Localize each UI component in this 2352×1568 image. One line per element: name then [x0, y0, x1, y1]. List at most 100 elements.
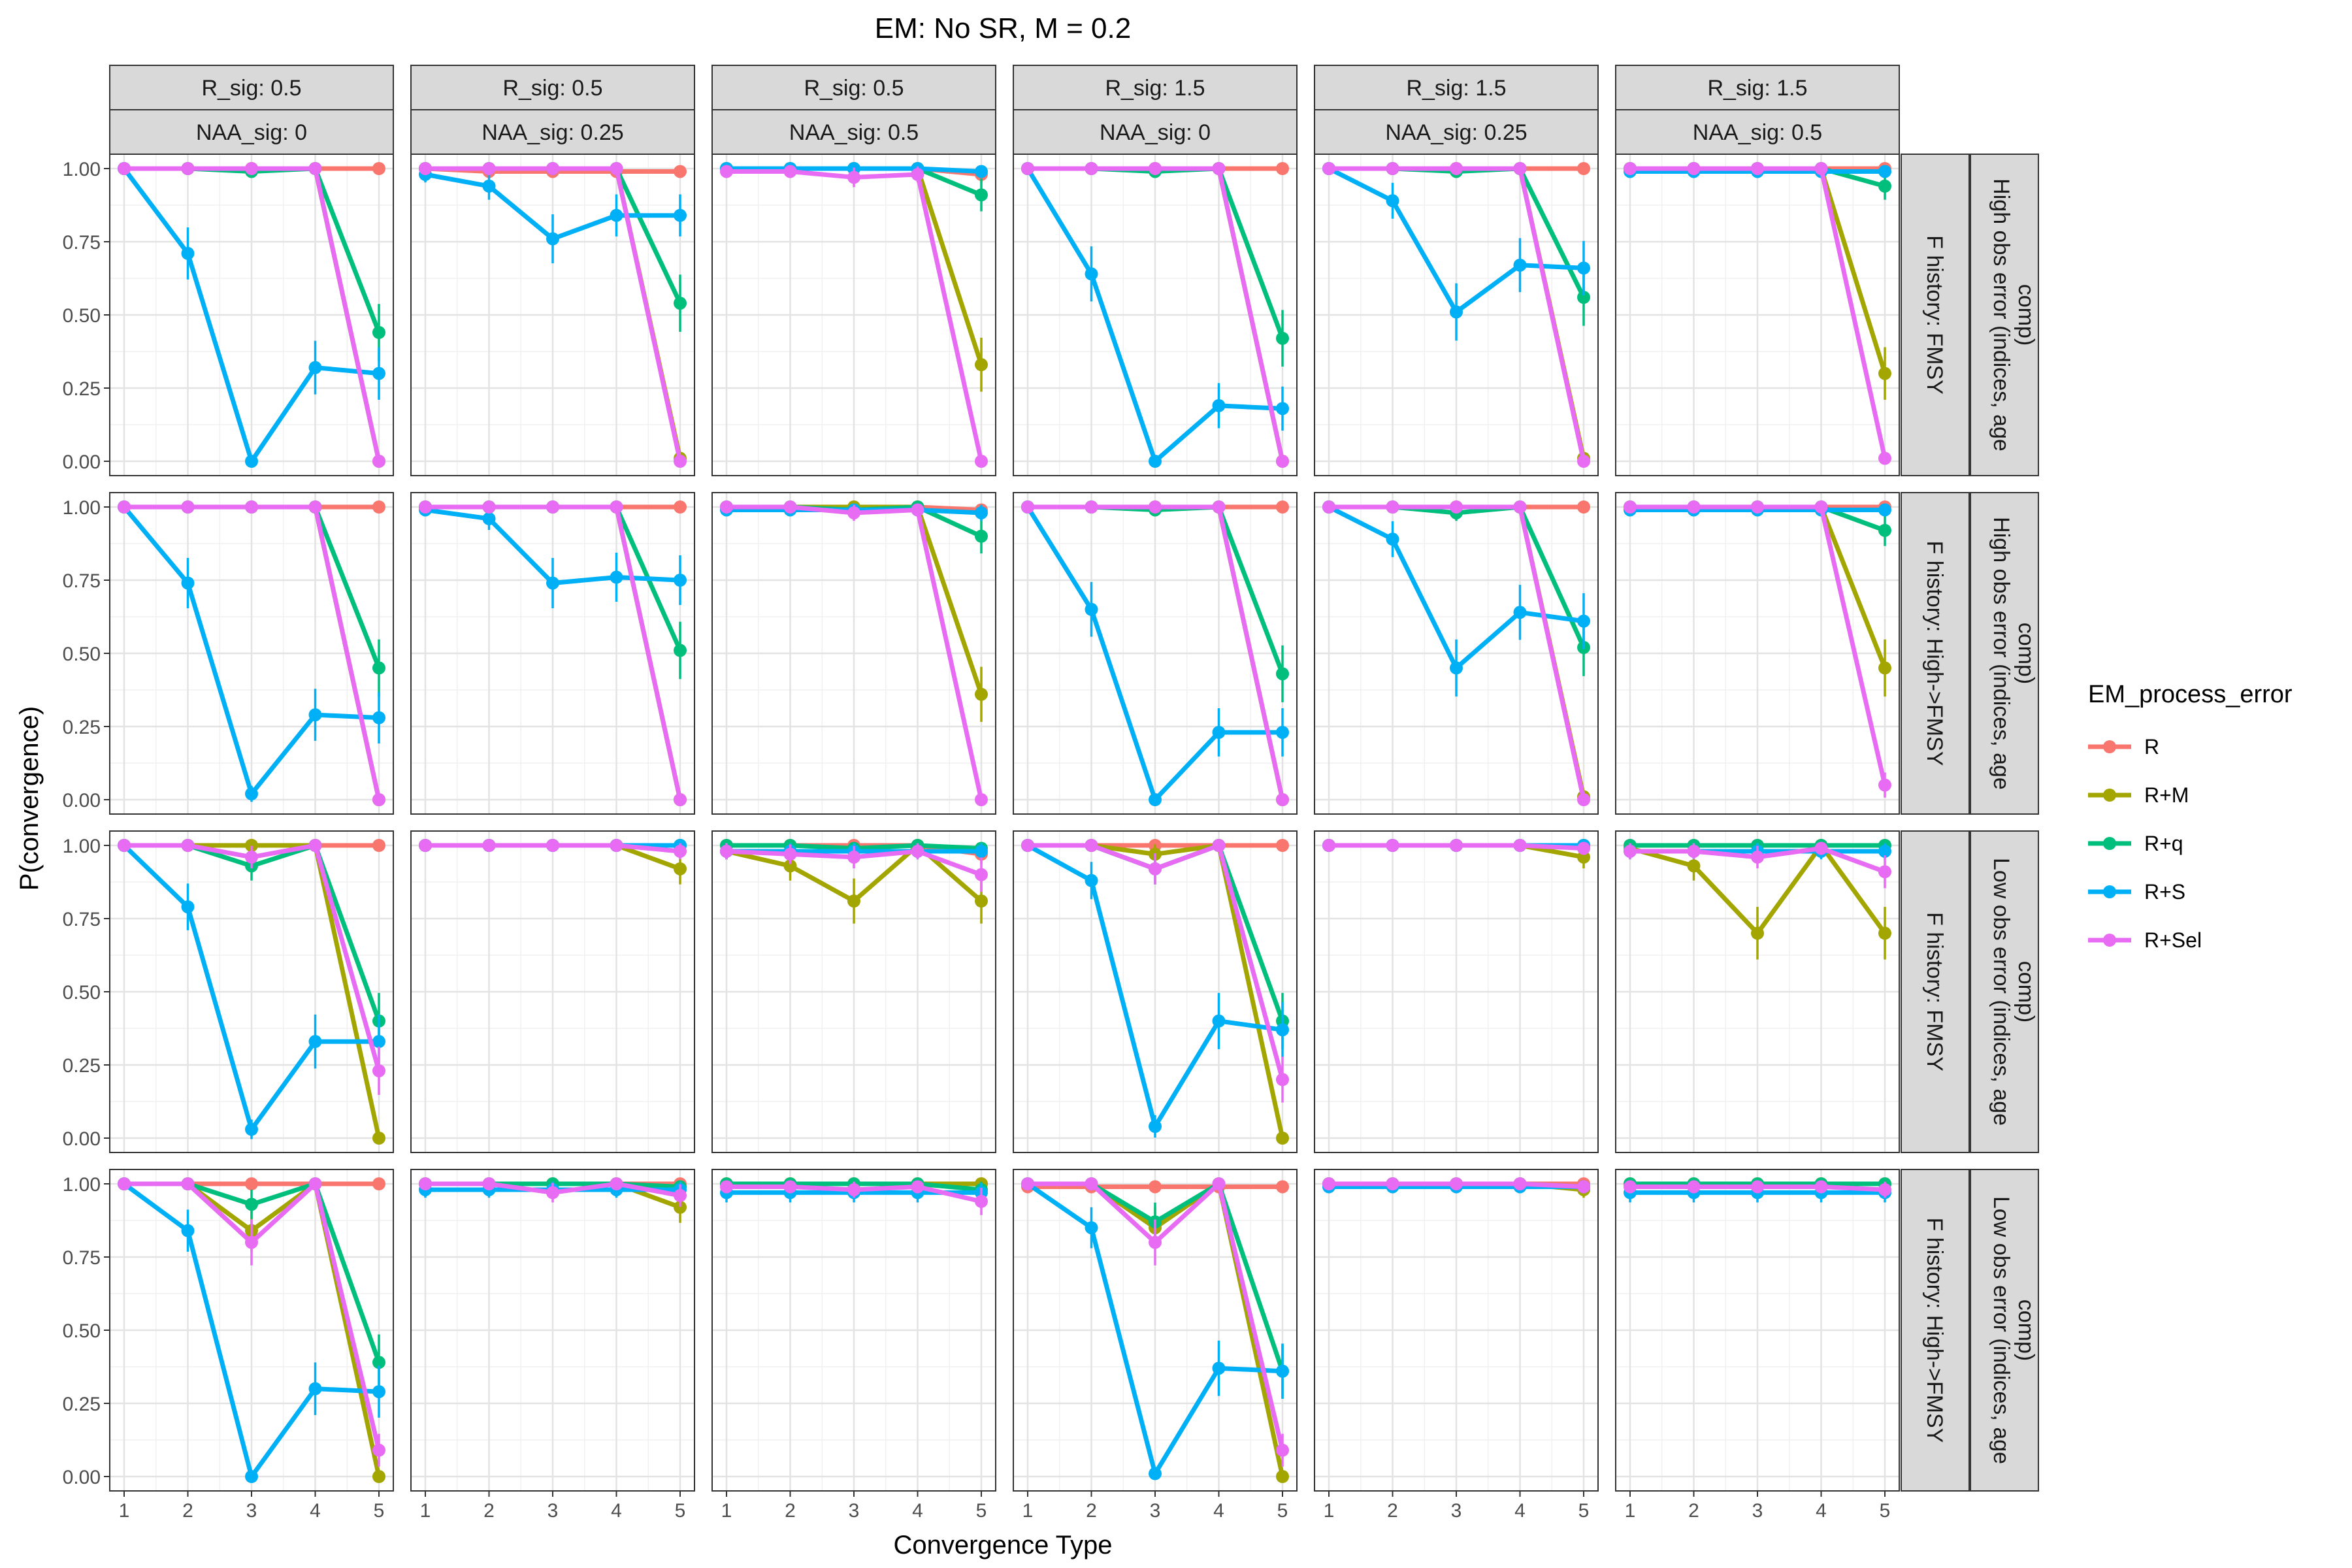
data-point — [482, 839, 496, 852]
y-tick-label: 1.00 — [63, 1174, 101, 1196]
strip-box — [1970, 492, 2039, 815]
data-point — [1276, 1364, 1289, 1378]
column-strip-1: R_sig: 0.5 NAA_sig: 0 — [109, 65, 394, 155]
data-point — [1021, 839, 1034, 852]
data-point — [610, 839, 623, 852]
panel-r1-c3 — [711, 154, 996, 476]
strip-label-outer-line2: comp) — [2014, 284, 2038, 346]
data-point — [1212, 725, 1226, 739]
data-point — [847, 171, 860, 184]
column-strip-5: R_sig: 1.5 NAA_sig: 0.25 — [1314, 65, 1599, 155]
data-point — [783, 847, 797, 861]
x-tick-label: 3 — [547, 1500, 559, 1522]
legend-entry-r-sel: R+Sel — [2088, 928, 2202, 952]
data-point — [1577, 261, 1590, 275]
panel-border — [1013, 1169, 1298, 1492]
x-tick-label: 1 — [420, 1500, 431, 1522]
data-point — [1322, 500, 1335, 514]
data-point — [308, 708, 322, 722]
data-point — [975, 358, 988, 372]
data-point — [847, 1183, 860, 1196]
series-r-sel — [1322, 162, 1590, 468]
y-axis-row-3: 0.00 0.25 0.50 0.75 1.00 — [63, 836, 110, 1150]
data-point — [975, 529, 988, 543]
data-point — [1085, 839, 1098, 852]
y-axis-row-1: 0.00 0.25 0.50 0.75 1.00 — [63, 159, 110, 473]
data-point — [1021, 162, 1034, 175]
strip-label-inner: F history: High->FMSY — [1922, 1218, 1947, 1443]
column-strip-2: R_sig: 0.5 NAA_sig: 0.25 — [410, 65, 695, 155]
x-tick-label: 4 — [1816, 1500, 1827, 1522]
data-point — [1577, 614, 1590, 628]
data-point — [1021, 1177, 1034, 1190]
data-point — [181, 246, 195, 260]
data-point — [1212, 1362, 1226, 1375]
data-point — [783, 500, 797, 514]
strip-label-top: R_sig: 0.5 — [502, 76, 602, 101]
data-point — [1513, 606, 1527, 619]
strip-label-outer-line2: comp) — [2014, 961, 2038, 1022]
panel-border — [711, 830, 996, 1153]
data-point — [372, 1470, 385, 1483]
row-strip-3: F history: FMSY Low obs error (indices, a… — [1901, 830, 2039, 1153]
data-point — [372, 1064, 385, 1077]
panel-border — [1013, 154, 1298, 476]
data-point — [1687, 500, 1701, 514]
x-tick-label: 4 — [912, 1500, 923, 1522]
data-point — [181, 162, 195, 175]
data-point — [1276, 1470, 1289, 1483]
data-point — [1878, 844, 1891, 858]
data-point — [419, 1177, 432, 1190]
data-point — [783, 1180, 797, 1194]
data-point — [245, 1235, 258, 1249]
strip-box — [109, 65, 394, 110]
strip-box — [1013, 65, 1298, 110]
data-point — [482, 1177, 496, 1190]
data-point — [1878, 451, 1891, 465]
strip-box — [1901, 1169, 1970, 1492]
data-point — [181, 839, 195, 852]
series-r-s — [118, 1177, 385, 1483]
data-point — [1577, 291, 1590, 304]
data-point — [1878, 523, 1891, 537]
legend: EM_process_error R R+M R+q R+S R+Sel — [2088, 681, 2293, 952]
strip-label-inner: F history: High->FMSY — [1922, 541, 1947, 766]
y-tick-label: 1.00 — [63, 497, 101, 519]
data-point — [610, 500, 623, 514]
panel-border — [1615, 830, 1900, 1153]
panel-border — [711, 1169, 996, 1492]
data-point — [674, 574, 687, 587]
y-tick-label: 0.50 — [63, 982, 101, 1004]
data-point — [118, 839, 131, 852]
strip-label-inner: F history: FMSY — [1922, 235, 1947, 395]
data-point — [610, 570, 623, 584]
panel-r3-c3 — [711, 830, 996, 1153]
data-point — [482, 162, 496, 175]
data-point — [1577, 500, 1590, 514]
series-r-sel — [720, 165, 988, 468]
data-point — [1878, 503, 1891, 517]
legend-key-point — [2103, 885, 2116, 898]
data-point — [546, 1186, 559, 1200]
data-point — [1085, 1177, 1098, 1190]
y-tick-label: 0.00 — [63, 1128, 101, 1150]
strip-box — [1314, 109, 1599, 155]
panel-border — [410, 830, 695, 1153]
panel-r2-c3 — [711, 492, 996, 815]
data-point — [1878, 926, 1891, 940]
strip-box — [109, 109, 394, 155]
panel-border — [410, 1169, 695, 1492]
series-r-sel — [118, 1177, 385, 1467]
data-point — [1149, 500, 1162, 514]
panel-border — [1013, 830, 1298, 1153]
data-point — [1450, 1177, 1463, 1190]
data-point — [1386, 532, 1399, 546]
data-point — [1624, 500, 1637, 514]
panel-border — [410, 492, 695, 815]
data-point — [1450, 500, 1463, 514]
strip-label-outer-line2: comp) — [2014, 1299, 2038, 1361]
data-point — [1386, 839, 1399, 852]
data-point — [720, 1180, 733, 1194]
data-point — [847, 506, 860, 519]
panel-border — [1314, 1169, 1599, 1492]
